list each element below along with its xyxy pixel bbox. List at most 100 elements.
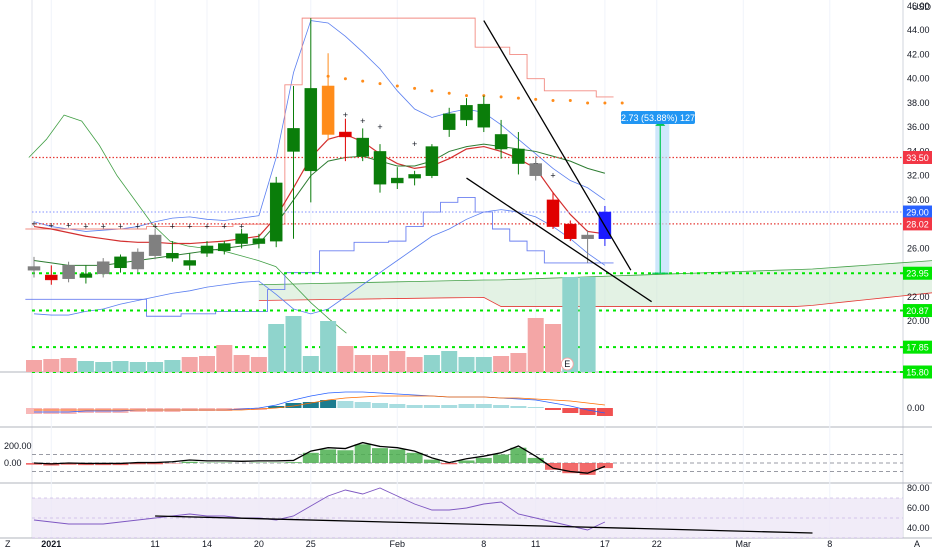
macd-histogram-bar bbox=[26, 408, 42, 414]
cci-line bbox=[33, 441, 606, 474]
macd-histogram-bar bbox=[372, 403, 388, 408]
price-tick-label: 30.00 bbox=[907, 195, 930, 205]
price-tick-label: 46.00 bbox=[907, 1, 930, 11]
volume-bar bbox=[320, 321, 337, 372]
volume-bar bbox=[406, 357, 423, 372]
earnings-marker bbox=[560, 357, 574, 371]
price-badge-box bbox=[903, 150, 932, 164]
measure-range-box bbox=[655, 119, 670, 274]
cci-histogram-bar bbox=[475, 457, 492, 463]
macd-histogram-bar bbox=[579, 408, 596, 415]
lagging-span-line bbox=[28, 114, 347, 334]
macd-histogram-bar bbox=[545, 408, 561, 410]
moving-average-green bbox=[33, 143, 606, 266]
channel-high-line bbox=[25, 17, 614, 230]
sar-plus-marker: + bbox=[152, 222, 157, 232]
price-tick-label: 44.00 bbox=[907, 25, 930, 35]
price-tick-label: 38.00 bbox=[907, 98, 930, 108]
sar-plus-marker: + bbox=[83, 222, 88, 232]
macd-histogram-bar bbox=[268, 406, 285, 408]
volume-bar bbox=[285, 316, 302, 372]
volume-bar bbox=[181, 357, 198, 372]
sar-dot bbox=[465, 94, 468, 98]
x-tick-label: 22 bbox=[652, 539, 662, 549]
sar-plus-marker: + bbox=[118, 222, 123, 232]
macd-histogram-bar bbox=[337, 401, 354, 408]
candle-body bbox=[477, 103, 491, 128]
candle-body bbox=[114, 256, 127, 269]
sar-dot bbox=[361, 79, 365, 83]
x-tick-label: Mar bbox=[736, 539, 752, 549]
price-tick-label: 32.00 bbox=[907, 171, 930, 181]
sar-plus-marker: + bbox=[204, 222, 209, 232]
x-tick-label: 20 bbox=[254, 539, 264, 549]
volume-bar bbox=[268, 324, 285, 372]
cci-histogram-bar bbox=[458, 460, 475, 463]
x-tick-label: 17 bbox=[600, 539, 610, 549]
sar-plus-marker: + bbox=[187, 222, 192, 232]
volume-bar bbox=[545, 324, 561, 372]
macd-axis-label: 0.00 bbox=[907, 403, 925, 413]
cci-histogram-bar bbox=[181, 461, 198, 463]
macd-histogram-bar bbox=[354, 402, 371, 408]
x-tick-label: 2021 bbox=[41, 539, 61, 549]
macd-histogram-bar bbox=[302, 402, 319, 408]
macd-histogram-bar bbox=[199, 408, 215, 411]
volume-bar bbox=[510, 353, 527, 372]
cci-histogram-bar bbox=[26, 463, 42, 465]
x-tick-label: 11 bbox=[150, 539, 159, 549]
cci-axis-label: 0.00 bbox=[4, 458, 22, 468]
macd-signal-line bbox=[34, 395, 605, 411]
macd-histogram-bar bbox=[562, 408, 579, 413]
cci-histogram-bar bbox=[579, 463, 596, 475]
volume-bar bbox=[458, 357, 475, 372]
volume-bar bbox=[43, 359, 60, 372]
macd-histogram-bar bbox=[181, 408, 198, 411]
price-badge-value: 15.80 bbox=[906, 368, 929, 378]
sar-dot bbox=[586, 101, 590, 105]
earnings-marker-label: E bbox=[564, 359, 570, 369]
volume-bar bbox=[337, 346, 354, 372]
cci-histogram-bar bbox=[596, 463, 613, 469]
macd-histogram-bar bbox=[60, 408, 77, 414]
x-tick-label: 8 bbox=[827, 539, 832, 549]
price-tick-label: 36.00 bbox=[907, 122, 930, 132]
sar-plus-marker: + bbox=[239, 222, 244, 232]
rsi-axis-label: 80.00 bbox=[907, 483, 930, 493]
candle-body bbox=[27, 266, 41, 271]
price-tick-label: 20.00 bbox=[907, 316, 930, 326]
sar-dot bbox=[447, 91, 451, 95]
sar-plus-marker: + bbox=[66, 220, 71, 230]
candle-body bbox=[252, 238, 266, 244]
macd-histogram-bar bbox=[43, 408, 60, 414]
price-badge-box bbox=[903, 304, 932, 318]
price-badge-value: 20.87 bbox=[906, 306, 929, 316]
price-badge: 33.50 bbox=[903, 150, 932, 164]
price-badge-value: 23.95 bbox=[906, 269, 929, 279]
macd-histogram-bar bbox=[112, 408, 129, 413]
price-badge-box bbox=[903, 365, 932, 379]
candle-body bbox=[62, 265, 75, 279]
macd-histogram-bar bbox=[320, 400, 337, 408]
cci-histogram-bar bbox=[372, 448, 388, 463]
candle-body bbox=[200, 245, 214, 254]
x-tick-label: Feb bbox=[390, 539, 406, 549]
candle-body bbox=[218, 243, 231, 252]
cci-histogram-bar bbox=[147, 463, 164, 465]
price-badge: 20.87 bbox=[903, 304, 932, 318]
volume-bar bbox=[95, 362, 112, 372]
sar-dot bbox=[516, 96, 520, 100]
cci-histogram-bar bbox=[302, 452, 319, 463]
candle-body bbox=[183, 260, 196, 266]
candle-body bbox=[356, 137, 369, 157]
candle-body bbox=[373, 151, 387, 185]
volume-bar bbox=[441, 351, 458, 372]
candle-body bbox=[235, 233, 248, 244]
rsi-trend-line bbox=[155, 515, 813, 534]
candle-body bbox=[304, 88, 318, 172]
candle-body bbox=[546, 199, 560, 227]
downtrend-line bbox=[483, 20, 632, 271]
macd-histogram-bar bbox=[441, 405, 458, 408]
volume-bar bbox=[164, 360, 181, 372]
